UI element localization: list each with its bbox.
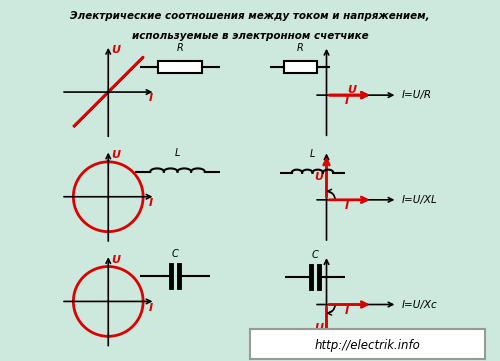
Text: U: U (111, 150, 120, 160)
Text: U: U (314, 172, 324, 182)
Text: U: U (111, 255, 120, 265)
Text: L: L (175, 148, 180, 158)
Bar (158, 61, 202, 73)
Text: I=U/Xc: I=U/Xc (402, 300, 438, 309)
Text: U: U (314, 323, 324, 332)
Text: I: I (148, 303, 152, 313)
Text: I: I (148, 198, 152, 208)
Text: Электрические соотношения между током и напряжением,: Электрические соотношения между током и … (70, 11, 430, 21)
Text: C: C (172, 249, 178, 259)
Text: I=U/R: I=U/R (402, 90, 432, 100)
Text: I=U/XL: I=U/XL (402, 195, 438, 205)
Text: http://electrik.info: http://electrik.info (314, 339, 420, 352)
Text: I: I (345, 306, 350, 316)
Text: L: L (310, 149, 315, 160)
Text: U: U (111, 45, 120, 55)
Text: C: C (312, 250, 318, 260)
Text: U: U (348, 85, 356, 95)
Text: R: R (176, 43, 184, 53)
Text: используемые в электронном счетчике: используемые в электронном счетчике (132, 31, 368, 41)
Text: I: I (345, 201, 350, 211)
Bar (284, 61, 316, 73)
Text: I: I (345, 96, 350, 106)
Text: I: I (148, 93, 152, 103)
Text: R: R (296, 43, 304, 53)
